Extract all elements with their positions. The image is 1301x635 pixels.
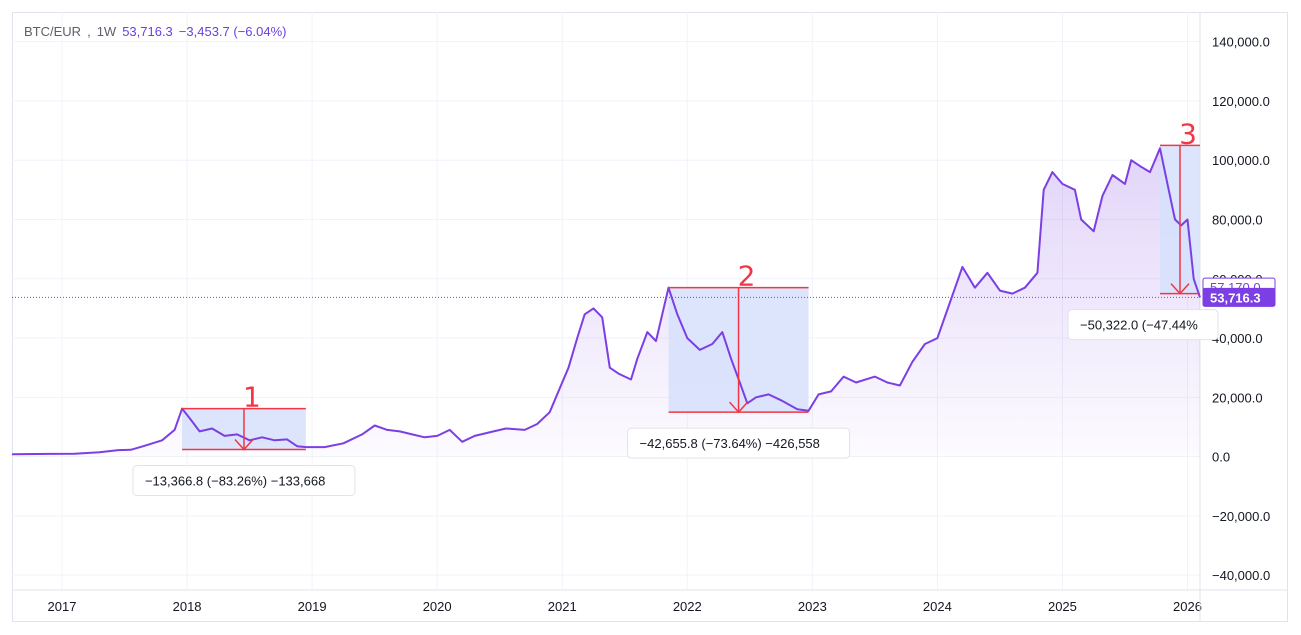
price-tag-label-1: 53,716.3 bbox=[1210, 290, 1261, 305]
drawdown-label-3: −50,322.0 (−47.44% bbox=[1080, 318, 1198, 333]
y-tick-label: −20,000.0 bbox=[1212, 509, 1270, 524]
y-tick-label: 100,000.0 bbox=[1212, 153, 1270, 168]
legend-interval: 1W bbox=[96, 24, 117, 39]
x-tick-label: 2025 bbox=[1048, 599, 1077, 614]
y-tick-label: −40,000.0 bbox=[1212, 568, 1270, 583]
y-tick-label: 40,000.0 bbox=[1212, 331, 1263, 346]
price-tag-box-1 bbox=[1202, 287, 1276, 307]
x-tick-label: 2024 bbox=[923, 599, 952, 614]
legend-change: −3,453.7 (−6.04%) bbox=[178, 24, 287, 39]
y-tick-label: 80,000.0 bbox=[1212, 212, 1263, 227]
y-tick-label: 140,000.0 bbox=[1212, 35, 1270, 50]
drawdown-number-3: 3 bbox=[1179, 117, 1197, 150]
drawdown-label-box-3 bbox=[1067, 309, 1219, 341]
drawdown-label-2: −42,655.8 (−73.64%) −426,558 bbox=[640, 436, 820, 451]
x-tick-label: 2021 bbox=[548, 599, 577, 614]
x-tick-label: 2017 bbox=[48, 599, 77, 614]
drawdown-arrowhead-2 bbox=[728, 401, 749, 414]
series-area bbox=[12, 148, 1200, 457]
x-tick-label: 2019 bbox=[298, 599, 327, 614]
drawdown-label-box-1 bbox=[132, 465, 356, 497]
x-tick-label: 2020 bbox=[423, 599, 452, 614]
x-tick-label: 2018 bbox=[173, 599, 202, 614]
drawdown-label-box-2 bbox=[627, 427, 851, 459]
drawdown-number-1: 1 bbox=[243, 381, 261, 414]
drawdown-number-2: 2 bbox=[738, 260, 756, 293]
y-tick-label: 0.0 bbox=[1212, 450, 1230, 465]
chart-frame bbox=[12, 12, 1288, 622]
chart-legend: BTC/EUR, 1W 53,716.3 −3,453.7 (−6.04%) bbox=[24, 24, 287, 39]
legend-symbol: BTC/EUR bbox=[24, 24, 82, 39]
x-tick-label: 2026 bbox=[1173, 599, 1202, 614]
drawdown-arrowhead-3 bbox=[1170, 283, 1190, 295]
drawdown-label-1: −13,366.8 (−83.26%) −133,668 bbox=[145, 474, 325, 489]
price-line bbox=[11, 147, 1201, 456]
drawdown-arrowhead-1 bbox=[234, 439, 254, 451]
y-tick-label: 20,000.0 bbox=[1212, 390, 1263, 405]
x-tick-label: 2023 bbox=[798, 599, 827, 614]
legend-price: 53,716.3 bbox=[122, 24, 173, 39]
x-tick-label: 2022 bbox=[673, 599, 702, 614]
y-tick-label: 120,000.0 bbox=[1212, 94, 1270, 109]
